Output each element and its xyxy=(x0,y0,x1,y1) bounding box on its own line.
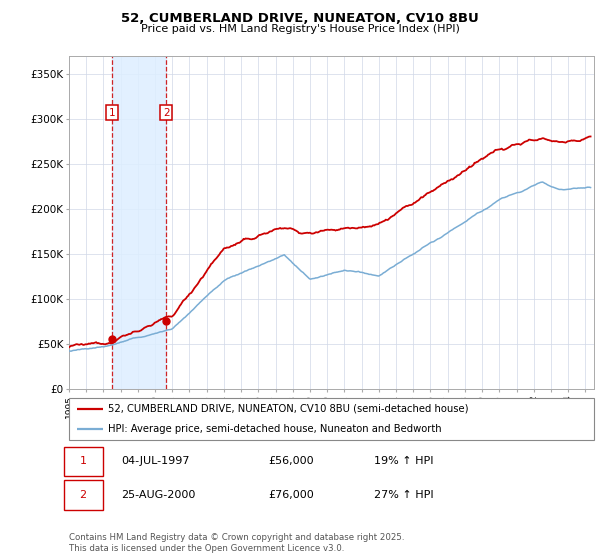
Text: 52, CUMBERLAND DRIVE, NUNEATON, CV10 8BU: 52, CUMBERLAND DRIVE, NUNEATON, CV10 8BU xyxy=(121,12,479,25)
Text: 52, CUMBERLAND DRIVE, NUNEATON, CV10 8BU (semi-detached house): 52, CUMBERLAND DRIVE, NUNEATON, CV10 8BU… xyxy=(109,404,469,414)
Text: 19% ↑ HPI: 19% ↑ HPI xyxy=(373,456,433,466)
Text: 27% ↑ HPI: 27% ↑ HPI xyxy=(373,490,433,500)
Text: Price paid vs. HM Land Registry's House Price Index (HPI): Price paid vs. HM Land Registry's House … xyxy=(140,24,460,34)
FancyBboxPatch shape xyxy=(69,398,594,440)
FancyBboxPatch shape xyxy=(64,446,103,476)
Text: Contains HM Land Registry data © Crown copyright and database right 2025.
This d: Contains HM Land Registry data © Crown c… xyxy=(69,533,404,553)
Text: 2: 2 xyxy=(163,108,170,118)
Text: £56,000: £56,000 xyxy=(269,456,314,466)
Text: 04-JUL-1997: 04-JUL-1997 xyxy=(121,456,190,466)
Bar xyxy=(112,56,166,389)
Text: HPI: Average price, semi-detached house, Nuneaton and Bedworth: HPI: Average price, semi-detached house,… xyxy=(109,424,442,434)
Text: 1: 1 xyxy=(109,108,116,118)
Text: £76,000: £76,000 xyxy=(269,490,314,500)
Text: 2: 2 xyxy=(80,490,87,500)
Text: 25-AUG-2000: 25-AUG-2000 xyxy=(121,490,196,500)
Text: 1: 1 xyxy=(80,456,86,466)
FancyBboxPatch shape xyxy=(64,480,103,510)
